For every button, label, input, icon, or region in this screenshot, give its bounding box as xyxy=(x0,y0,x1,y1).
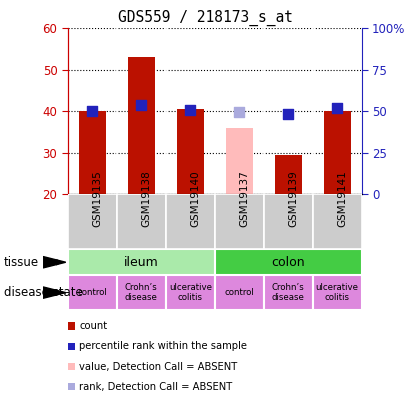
Polygon shape xyxy=(43,257,66,268)
Bar xyxy=(324,111,351,194)
Text: value, Detection Call = ABSENT: value, Detection Call = ABSENT xyxy=(79,362,238,371)
Bar xyxy=(226,128,253,194)
Bar xyxy=(79,111,106,194)
Bar xyxy=(177,109,204,194)
Bar xyxy=(264,194,313,249)
Point xyxy=(285,111,291,118)
Text: GSM19137: GSM19137 xyxy=(239,171,249,227)
Bar xyxy=(68,194,117,249)
Text: rank, Detection Call = ABSENT: rank, Detection Call = ABSENT xyxy=(79,382,233,392)
Text: Crohn’s
disease: Crohn’s disease xyxy=(272,283,305,302)
Bar xyxy=(117,275,166,310)
Bar xyxy=(166,275,215,310)
Point xyxy=(334,105,340,111)
Text: count: count xyxy=(79,321,107,331)
Bar xyxy=(68,249,215,275)
Text: GSM19138: GSM19138 xyxy=(141,171,151,227)
Text: Crohn’s
disease: Crohn’s disease xyxy=(125,283,158,302)
Bar xyxy=(313,275,362,310)
Point xyxy=(138,102,145,109)
Point xyxy=(236,109,242,116)
Bar xyxy=(215,275,264,310)
Polygon shape xyxy=(43,287,66,298)
Bar xyxy=(128,58,155,194)
Bar xyxy=(264,275,313,310)
Text: tissue: tissue xyxy=(4,256,39,269)
Text: GSM19139: GSM19139 xyxy=(288,171,298,227)
Text: control: control xyxy=(77,288,107,297)
Point xyxy=(89,108,96,115)
Text: ulcerative
colitis: ulcerative colitis xyxy=(316,283,359,302)
Text: GSM19140: GSM19140 xyxy=(190,171,200,227)
Bar xyxy=(275,155,302,194)
Text: GSM19141: GSM19141 xyxy=(337,171,347,227)
Text: colon: colon xyxy=(271,256,305,269)
Text: ileum: ileum xyxy=(124,256,159,269)
Text: ulcerative
colitis: ulcerative colitis xyxy=(169,283,212,302)
Bar xyxy=(68,275,117,310)
Bar xyxy=(117,194,166,249)
Text: percentile rank within the sample: percentile rank within the sample xyxy=(79,341,247,351)
Bar xyxy=(166,194,215,249)
Bar xyxy=(215,249,362,275)
Text: GSM19135: GSM19135 xyxy=(92,171,102,227)
Text: control: control xyxy=(224,288,254,297)
Text: GDS559 / 218173_s_at: GDS559 / 218173_s_at xyxy=(118,10,293,26)
Text: disease state: disease state xyxy=(4,286,83,299)
Bar xyxy=(313,194,362,249)
Bar xyxy=(215,194,264,249)
Point xyxy=(187,107,194,113)
